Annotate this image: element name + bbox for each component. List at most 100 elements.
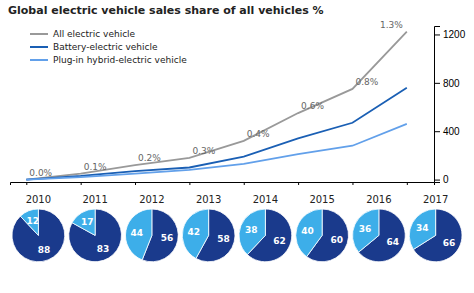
x-tick-mark: [26, 182, 27, 185]
legend-label: Battery-electric vehicle: [53, 42, 158, 52]
annotations: 0.0% 0.1% 0.2% 0.3% 0.4% 0.6% 0.8% 1.3%: [29, 20, 403, 178]
legend-item: Plug-in hybrid-electric vehicle: [30, 55, 187, 65]
data-label: 12: [26, 216, 39, 226]
x-tick-mark: [298, 182, 299, 185]
pie-title: 2012: [139, 194, 164, 205]
y-tick-label: 800: [443, 78, 460, 89]
y-axis-line: [435, 27, 441, 183]
pie-slice: [409, 209, 435, 250]
data-label: 64: [386, 237, 399, 247]
pie-title: 2017: [423, 194, 448, 205]
x-tick: [244, 182, 245, 185]
pie-slice: [353, 209, 379, 252]
legend-swatch: [30, 33, 48, 35]
legend-swatch: [30, 59, 48, 61]
annotation: 0.0%: [29, 168, 52, 178]
pie-slice: [239, 209, 265, 255]
pie-title: 2013: [196, 194, 221, 205]
y-tick: 800: [434, 78, 460, 89]
x-tick: [189, 182, 190, 185]
line: [26, 32, 407, 180]
y-tick-label: 400: [443, 126, 460, 137]
legend-label: All electric vehicle: [53, 29, 136, 39]
annotation: 0.1%: [84, 162, 107, 172]
y-tick-mark: [434, 180, 440, 181]
pie-slice: [12, 209, 65, 262]
x-tick-mark: [81, 182, 82, 185]
pie-slice: [125, 209, 151, 260]
x-tick-mark: [352, 182, 353, 185]
x-tick: [352, 182, 353, 185]
y-tick-mark: [434, 83, 440, 84]
x-tick: [81, 182, 82, 185]
annotation: 0.6%: [301, 101, 324, 111]
line: [26, 124, 407, 180]
pie: 56 44: [125, 209, 178, 262]
x-tick-mark: [135, 182, 136, 185]
data-label: 83: [97, 244, 110, 254]
data-label: 88: [38, 245, 51, 255]
x-tick-mark: [189, 182, 190, 185]
pie-title: 2015: [309, 194, 334, 205]
x-tick: [407, 182, 408, 185]
pie: 60 40: [296, 209, 349, 262]
y-tick: 1200: [434, 29, 466, 40]
line: [26, 88, 407, 180]
pie: 88 12: [12, 209, 65, 262]
data-label: 34: [416, 223, 429, 233]
data-label: 60: [330, 235, 343, 245]
x-tick: [26, 182, 27, 185]
pie-slice: [69, 209, 122, 262]
pie-title: 2011: [82, 194, 107, 205]
pie-title: 2010: [26, 194, 51, 205]
data-label: 44: [131, 228, 144, 238]
x-tick: [298, 182, 299, 185]
annotation: 0.2%: [138, 153, 161, 163]
pies: 88 12 2010 83 17 2011 56 44 2012 58 42 2013 62 38 2014…: [12, 194, 462, 262]
title: Global electric vehicle sales share of a…: [8, 4, 324, 17]
y-tick: 400: [434, 126, 460, 137]
lines: [26, 32, 407, 180]
y-tick: 0: [434, 174, 449, 185]
pie-title: 2016: [366, 194, 391, 205]
pie: 64 36: [353, 209, 406, 262]
data-label: 58: [217, 234, 230, 244]
annotation: 0.3%: [192, 146, 215, 156]
legend-label: Plug-in hybrid-electric vehicle: [53, 55, 187, 65]
pie: 58 42: [182, 209, 235, 262]
chart: Global electric vehicle sales share of a…: [0, 0, 474, 293]
x-axis-line: [11, 183, 435, 186]
data-label: 36: [359, 224, 372, 234]
y-tick-label: 1200: [443, 29, 466, 40]
x-tick-mark: [407, 182, 408, 185]
data-label: 40: [301, 226, 314, 236]
y-tick-label: 0: [443, 174, 449, 185]
legend-item: All electric vehicle: [30, 29, 136, 39]
data-label: 17: [81, 217, 94, 227]
legend-swatch: [30, 46, 48, 48]
annotation: 0.8%: [355, 77, 378, 87]
legend: All electric vehicle Battery-electric veh…: [30, 29, 187, 65]
data-label: 38: [245, 225, 258, 235]
pie: 83 17: [69, 209, 122, 262]
legend-item: Battery-electric vehicle: [30, 42, 158, 52]
data-label: 66: [443, 238, 456, 248]
pie-slice: [20, 209, 38, 235]
pie-slice: [72, 209, 95, 235]
annotation: 1.3%: [380, 20, 403, 30]
data-label: 42: [188, 227, 201, 237]
y-tick-mark: [434, 34, 440, 35]
data-label: 62: [273, 236, 286, 246]
x-axis: [11, 182, 435, 185]
y-axis: 0 400 800 1200: [434, 27, 466, 186]
annotation: 0.4%: [247, 129, 270, 139]
pie: 62 38: [239, 209, 292, 262]
x-tick-mark: [244, 182, 245, 185]
pie: 66 34: [409, 209, 462, 262]
data-label: 56: [161, 233, 174, 243]
y-tick-mark: [434, 131, 440, 132]
pie-title: 2014: [253, 194, 278, 205]
x-tick: [135, 182, 136, 185]
pie-slice: [296, 209, 322, 257]
pie-slice: [182, 209, 208, 258]
